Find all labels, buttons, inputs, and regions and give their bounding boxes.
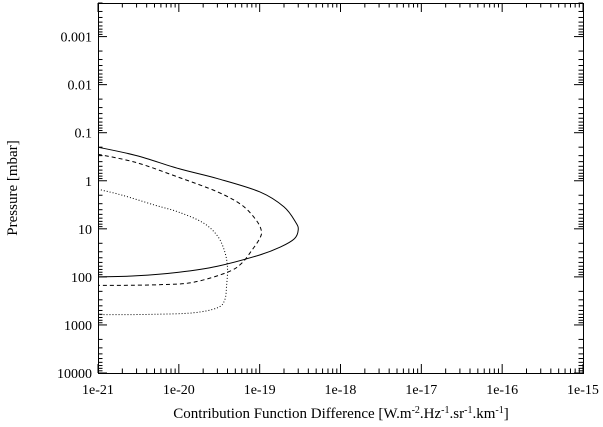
x-tick-label: 1e-17 <box>405 383 437 398</box>
x-tick-label: 1e-20 <box>163 383 195 398</box>
y-tick-label: 0.1 <box>75 127 93 142</box>
x-tick-label: 1e-15 <box>567 383 599 398</box>
x-label-superscript: -1 <box>464 405 472 416</box>
series-line-dotted <box>97 188 229 316</box>
x-tick-label: 1e-16 <box>486 383 518 398</box>
x-label-part: .Hz <box>420 406 442 422</box>
x-tick-label: 1e-18 <box>325 383 357 398</box>
x-label-superscript: -2 <box>412 405 420 416</box>
y-tick-labels: 0.001 0.01 0.1 1 10 100 1000 10000 <box>57 31 92 382</box>
x-label-part: ] <box>504 406 509 422</box>
y-tick-label: 1000 <box>64 319 92 334</box>
x-tick-labels: 1e-21 1e-20 1e-19 1e-18 1e-17 1e-16 1e-15 <box>82 383 599 398</box>
series-lines <box>97 146 299 316</box>
x-axis-label: Contribution Function Difference [W.m-2.… <box>173 405 508 423</box>
y-tick-label: 100 <box>71 271 92 286</box>
tick-marks <box>97 2 584 374</box>
x-label-part: Contribution Function Difference [W.m <box>173 406 412 422</box>
x-tick-label: 1e-21 <box>82 383 114 398</box>
y-tick-label: 0.01 <box>68 79 93 94</box>
y-axis-label: Pressure [mbar] <box>5 140 21 235</box>
x-tick-label: 1e-19 <box>244 383 276 398</box>
x-label-part: .km <box>472 406 495 422</box>
y-tick-label: 10000 <box>57 367 92 382</box>
x-label-superscript: -1 <box>495 405 503 416</box>
y-tick-label: 10 <box>78 223 92 238</box>
x-label-part: .sr <box>450 406 465 422</box>
series-line-dashed <box>97 153 263 286</box>
plot-frame <box>98 3 584 374</box>
y-tick-label: 0.001 <box>61 31 93 46</box>
y-tick-label: 1 <box>85 175 92 190</box>
series-line-solid <box>97 146 299 278</box>
x-label-superscript: -1 <box>441 405 449 416</box>
